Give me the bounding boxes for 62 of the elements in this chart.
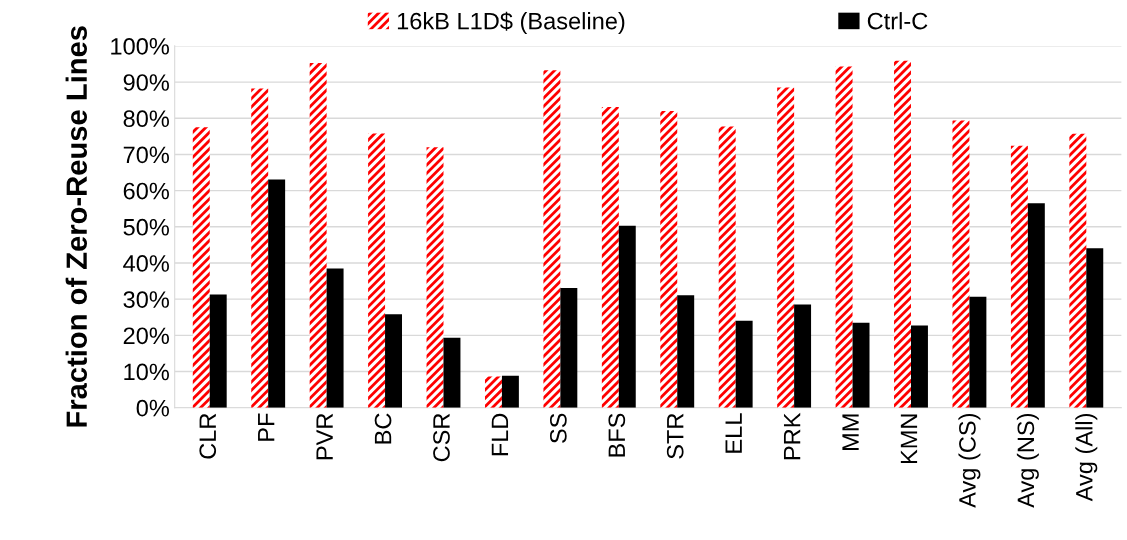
bar [1069,133,1087,408]
bar [660,111,678,408]
bar [718,126,736,408]
bar [484,376,502,408]
y-tick-label: 40% [123,255,169,272]
bar [309,62,327,408]
bar [952,120,970,408]
bar [601,107,619,408]
y-tick-label: 60% [123,182,169,200]
y-tick-label: 70% [123,146,169,164]
bar [268,179,286,408]
y-tick-label: 50% [123,218,169,236]
x-tick-label: ELL [725,413,742,453]
bar [1086,248,1104,408]
bar [794,304,812,408]
legend-label: Ctrl-C [867,12,928,30]
y-tick-label: 80% [123,110,169,128]
bar [385,314,403,408]
x-tick-label: BC [374,413,392,444]
x-tick-label: CLR [199,413,217,459]
bar [1027,203,1045,408]
bar [910,325,928,408]
x-tick-label: Avg (CS) [958,414,981,508]
y-tick-label: 20% [123,327,169,345]
x-tick-label: PRK [783,412,801,460]
y-tick-label: 30% [123,291,169,308]
legend-label: 16kB L1D$ (Baseline) [397,11,625,35]
bar [1010,145,1028,408]
bar [777,87,795,408]
bar [368,133,386,408]
bar [443,337,461,408]
bar [326,268,344,408]
bar [835,66,853,408]
x-tick-label: Avg (All) [1075,414,1098,502]
x-tick-label: STR [666,413,684,459]
bar [501,375,519,408]
bar [560,287,578,408]
bar [852,322,870,408]
bar [426,147,444,408]
x-tick-label: SS [549,413,567,443]
x-tick-label: Avg (NS) [1016,414,1039,508]
x-tick-label: MM [842,414,859,450]
bar [735,320,753,408]
bar [192,127,210,408]
bar [894,60,911,408]
y-axis-title: Fraction of Zero-Reuse Lines [65,26,88,427]
x-tick-label: FLD [491,413,509,456]
bar [677,295,695,408]
bar [209,294,227,408]
x-tick-label: BFS [608,413,626,457]
x-tick-label: PVR [316,413,333,460]
x-tick-label: PF [258,413,275,441]
y-tick-label: 90% [123,74,169,91]
y-tick-label: 100% [111,37,169,55]
bar [969,296,987,408]
bar [618,225,636,408]
y-tick-label: 10% [124,363,169,381]
x-tick-label: CSR [433,413,450,462]
bar [543,70,561,408]
bar [251,88,269,408]
x-tick-label: KMN [900,414,918,464]
y-tick-label: 0% [136,399,169,417]
